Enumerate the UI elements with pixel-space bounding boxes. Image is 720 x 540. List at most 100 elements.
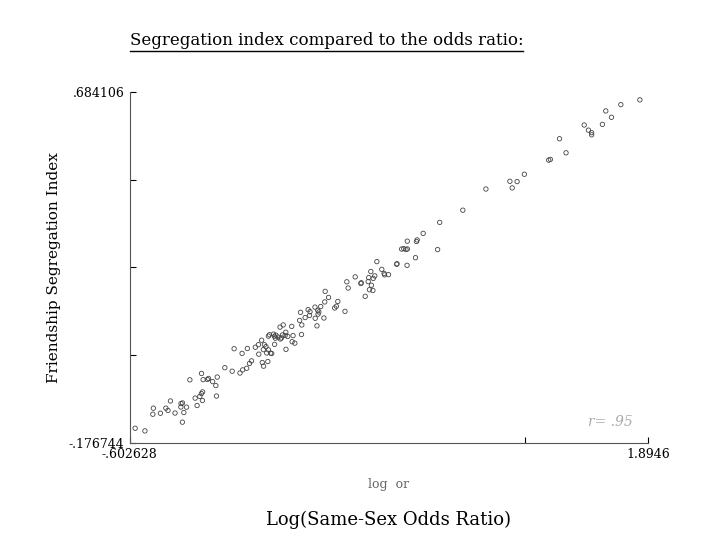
Point xyxy=(241,364,253,373)
Point xyxy=(378,269,390,278)
Point xyxy=(169,409,181,417)
Point xyxy=(282,332,294,341)
Point xyxy=(242,344,253,353)
Point xyxy=(410,253,421,262)
Point xyxy=(615,100,626,109)
Point xyxy=(332,297,343,306)
Point xyxy=(277,321,289,329)
Point xyxy=(234,369,246,377)
Point xyxy=(178,408,189,417)
Point xyxy=(300,313,311,322)
Point xyxy=(265,349,276,357)
Point xyxy=(139,427,150,435)
Point xyxy=(175,399,186,408)
Point xyxy=(270,331,282,340)
Point xyxy=(323,293,334,302)
Point xyxy=(196,369,207,378)
Point xyxy=(544,155,556,164)
Point xyxy=(258,362,269,370)
Point xyxy=(160,404,171,413)
Point xyxy=(192,401,203,410)
Point xyxy=(211,392,222,400)
Point xyxy=(203,374,215,383)
Point xyxy=(309,303,320,312)
Point xyxy=(329,303,341,312)
Point xyxy=(586,129,598,137)
Point xyxy=(207,377,218,386)
Point xyxy=(363,273,374,282)
Point xyxy=(147,410,158,418)
Point xyxy=(606,113,617,122)
Point xyxy=(269,334,281,342)
Point xyxy=(294,308,306,316)
Point xyxy=(184,375,196,384)
Point xyxy=(280,345,292,354)
Point xyxy=(268,330,279,339)
Point xyxy=(402,245,413,253)
Text: Segregation index compared to the odds ratio:: Segregation index compared to the odds r… xyxy=(130,32,523,49)
Point xyxy=(263,332,274,340)
Point xyxy=(286,322,297,330)
Point xyxy=(148,404,159,413)
Point xyxy=(250,343,261,352)
Point xyxy=(349,273,361,281)
Point xyxy=(400,245,412,254)
Point xyxy=(266,349,277,358)
Point xyxy=(264,330,275,339)
Point xyxy=(197,388,208,396)
Point xyxy=(130,424,141,433)
Point xyxy=(272,333,284,341)
Point xyxy=(312,306,323,315)
Point xyxy=(367,274,379,283)
Point xyxy=(398,245,410,253)
Point xyxy=(219,363,230,372)
Point xyxy=(287,332,299,340)
Point xyxy=(339,307,351,316)
Point xyxy=(418,229,429,238)
Point xyxy=(365,267,377,276)
Point xyxy=(189,394,201,402)
Point xyxy=(554,134,565,143)
Point xyxy=(480,185,492,193)
Point xyxy=(262,357,274,366)
Point xyxy=(379,271,390,279)
Point xyxy=(244,359,256,368)
Point xyxy=(305,307,316,316)
Point xyxy=(511,177,523,186)
Point xyxy=(402,237,413,246)
Point xyxy=(302,305,314,314)
Point xyxy=(634,96,646,104)
Point xyxy=(319,298,330,306)
Point xyxy=(410,237,422,246)
Point xyxy=(155,409,166,417)
Point xyxy=(364,286,375,294)
Point xyxy=(261,349,272,357)
Point xyxy=(367,286,379,295)
Point xyxy=(457,206,469,214)
Text: Log(Same-Sex Odds Ratio): Log(Same-Sex Odds Ratio) xyxy=(266,511,511,529)
Point xyxy=(359,292,371,301)
Point xyxy=(197,375,209,384)
Point xyxy=(432,245,444,254)
Point xyxy=(296,321,307,329)
Point xyxy=(355,279,366,288)
Point xyxy=(258,345,269,354)
Text: r= .95: r= .95 xyxy=(588,415,632,429)
Point xyxy=(312,310,324,319)
Point xyxy=(330,302,342,310)
Point xyxy=(320,287,331,296)
Point xyxy=(296,330,307,339)
Point xyxy=(434,218,446,227)
Point xyxy=(543,156,554,165)
Point xyxy=(600,106,611,115)
Point xyxy=(196,389,207,398)
Point xyxy=(274,335,286,343)
Point xyxy=(341,278,353,286)
Point xyxy=(276,330,288,339)
Point xyxy=(401,261,413,269)
Point xyxy=(578,120,590,129)
Point xyxy=(411,235,423,244)
Point xyxy=(226,367,238,375)
Point xyxy=(289,339,300,347)
Point xyxy=(256,358,268,367)
